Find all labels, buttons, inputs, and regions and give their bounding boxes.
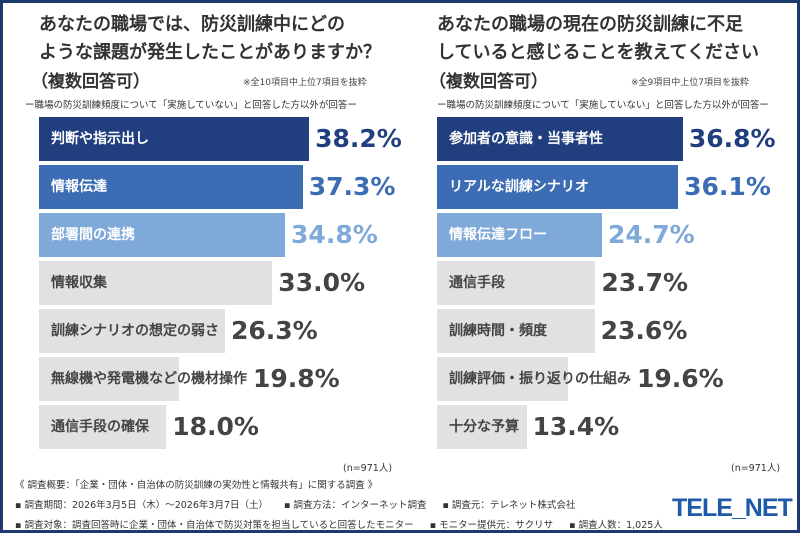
footer-overview-row: 《 調査概要：「企業・団体・自治体の防災訓練の実効性と情報共有」に関する調査 》 (15, 477, 377, 491)
monitor-provider: ▪ モニター提供元：サクリサ (429, 520, 554, 531)
bar-label: 情報伝達 (51, 179, 107, 195)
chart-panel-right: あなたの職場の現在の防災訓練に不足 していると感じることを教えてください （複数回答… (403, 3, 800, 474)
bar-value: 26.3% (230, 316, 318, 345)
bar-label: 訓練評価・振り返りの仕組み (449, 371, 631, 387)
footer-row-1: ▪ 調査期間：2026年3月5日（木）〜2026年3月7日（土） ▪ 調査方法：… (15, 497, 575, 511)
bar-value: 19.6% (637, 364, 724, 393)
bar-label: 情報収集 (51, 275, 107, 291)
bar-label: 判断や指示出し (51, 131, 149, 147)
bar-5 (39, 309, 225, 353)
bar-value: 37.3% (308, 172, 396, 201)
bar-2 (39, 165, 303, 209)
survey-overview: 《 調査概要：「企業・団体・自治体の防災訓練の実効性と情報共有」に関する調査 》 (15, 480, 378, 491)
bar-3 (39, 213, 286, 257)
respondent-condition: ー職場の防災訓練頻度について「実施していない」と回答した方以外が回答ー (437, 100, 769, 111)
bar-label: 無線機や発電機などの機材操作 (51, 371, 247, 387)
bar-1 (437, 117, 683, 161)
chart-title-line: ような課題が発生したことがありますか？ (39, 42, 381, 63)
respondent-condition: ー職場の防災訓練頻度について「実施していない」と回答した方以外が回答ー (25, 100, 357, 111)
bar-label: 通信手段の確保 (51, 419, 149, 435)
bar-value: 19.8% (253, 364, 340, 393)
bar-label: 部署間の連携 (51, 227, 135, 243)
chart-note: ※全9項目中上位7項目を抜粋 (631, 78, 749, 88)
telenet-logo: TELE_NET (672, 494, 793, 522)
bar-2 (437, 165, 679, 209)
chart-title-line: していると感じることを教えてください (437, 42, 760, 63)
bar-value: 18.0% (172, 412, 259, 441)
bar-value: 24.7% (607, 220, 695, 249)
chart-note: ※全10項目中上位7項目を抜粋 (243, 78, 367, 88)
sample-size: (n=971人) (343, 463, 393, 474)
sample-size: (n=971人) (731, 463, 781, 474)
bar-label: 参加者の意識・当事者性 (449, 131, 603, 147)
bar-6 (39, 357, 179, 401)
bar-value: 23.6% (600, 316, 688, 345)
bar-value: 36.8% (688, 124, 776, 153)
chart-subtitle: （複数回答可） (31, 72, 150, 92)
survey-target: ▪ 調査対象：調査回答時に企業・団体・自治体で防災対策を担当していると回答したモ… (15, 520, 414, 531)
bar-label: 訓練シナリオの想定の弱さ (51, 323, 219, 339)
bar-value: 23.7% (601, 268, 689, 297)
bar-value: 34.8% (291, 220, 378, 249)
survey-source: ▪ 調査元：テレネット株式会社 (442, 500, 576, 511)
chart-panel-left: あなたの職場では、防災訓練中にどのような課題が発生したことがありますか？ （複数回… (3, 3, 403, 474)
bar-value: 36.1% (684, 172, 771, 201)
bar-4 (437, 261, 596, 305)
bar-5 (437, 309, 595, 353)
bar-7 (39, 405, 167, 449)
bar-value: 13.4% (532, 412, 620, 441)
chart-subtitle: （複数回答可） (429, 72, 548, 92)
survey-count: ▪ 調査人数：1,025人 (569, 520, 663, 531)
bar-label: 訓練時間・頻度 (449, 323, 547, 339)
bar-7 (437, 405, 527, 449)
chart-title-line: あなたの職場では、防災訓練中にどの (39, 14, 345, 35)
bar-6 (437, 357, 568, 401)
bar-value: 33.0% (278, 268, 366, 297)
bar-label: 十分な予算 (449, 419, 519, 435)
bar-4 (39, 261, 273, 305)
bar-label: リアルな訓練シナリオ (449, 179, 589, 195)
bar-1 (39, 117, 310, 161)
footer-row-2: ▪ 調査対象：調査回答時に企業・団体・自治体で防災対策を担当していると回答したモ… (15, 517, 663, 531)
bar-label: 通信手段 (449, 275, 505, 291)
bar-label: 情報伝達フロー (449, 227, 547, 243)
bar-3 (437, 213, 602, 257)
survey-method: ▪ 調査方法：インターネット調査 (284, 500, 427, 511)
bar-value: 38.2% (315, 124, 402, 153)
chart-title-line: あなたの職場の現在の防災訓練に不足 (437, 14, 743, 35)
survey-period: ▪ 調査期間：2026年3月5日（木）〜2026年3月7日（土） (15, 500, 268, 511)
